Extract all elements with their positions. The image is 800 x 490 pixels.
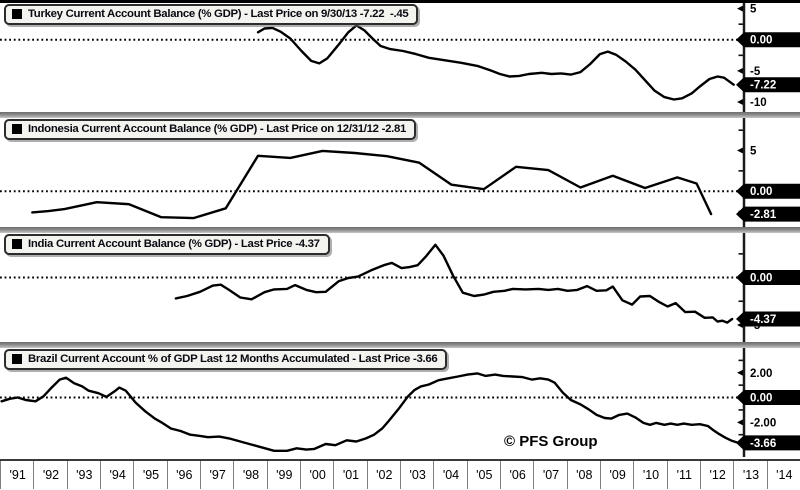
year-label: '03: [400, 461, 434, 489]
tick-arrow-icon: [737, 67, 744, 75]
year-label: '99: [266, 461, 301, 489]
y-tick-label: -2.00: [750, 417, 776, 429]
panel-separator: [0, 112, 800, 118]
year-label: '00: [300, 461, 334, 489]
legend-series-swatch-icon: [12, 239, 22, 249]
legend-series-swatch-icon: [12, 9, 22, 19]
year-label: '05: [466, 461, 501, 489]
legend-label: Indonesia Current Account Balance (% GDP…: [28, 123, 407, 135]
series-line: [174, 243, 734, 324]
price-badge-label: -3.66: [750, 438, 776, 450]
x-axis: '91'92'93'94'95'96'97'98'99'00'01'02'03 '…: [0, 459, 800, 490]
watermark: © PFS Group: [504, 433, 598, 450]
price-badge: [736, 183, 800, 199]
price-badge: [736, 77, 800, 93]
legend-label: Turkey Current Account Balance (% GDP) -…: [28, 8, 409, 20]
y-tick-label: 5: [750, 4, 757, 16]
legend: Brazil Current Account % of GDP Last 12 …: [4, 349, 448, 370]
price-badge-label: -2.81: [750, 209, 777, 221]
legend-label: India Current Account Balance (% GDP) - …: [28, 238, 320, 250]
price-badge-label: 0.00: [750, 186, 772, 198]
series-line: [31, 149, 713, 220]
legend: India Current Account Balance (% GDP) - …: [4, 234, 330, 255]
year-label: '01: [333, 461, 367, 489]
year-label: '95: [133, 461, 167, 489]
tick-arrow-icon: [737, 98, 744, 106]
tick-arrow-icon: [737, 369, 744, 377]
panel-separator: [0, 342, 800, 348]
y-tick-label: 5: [750, 146, 757, 158]
price-badge-label: -7.22: [750, 80, 776, 92]
panel-indonesia: 5 0.00 -2.81 Indonesia Current Account Bala…: [0, 118, 800, 227]
year-label: '96: [166, 461, 201, 489]
year-label: '13: [733, 461, 767, 489]
price-badge-label: 0.00: [750, 393, 772, 405]
legend-series-swatch-icon: [12, 354, 22, 364]
price-badge-label: 0.00: [750, 35, 772, 47]
year-label: '10: [633, 461, 667, 489]
series-line: [256, 24, 735, 101]
legend-label: Brazil Current Account % of GDP Last 12 …: [28, 353, 438, 365]
panel-turkey: 5 -5 -10 0.00 -7.22 Turkey Current Account Ba…: [0, 3, 800, 112]
year-label: '93: [66, 461, 101, 489]
legend: Indonesia Current Account Balance (% GDP…: [4, 119, 417, 140]
price-badge: [736, 390, 800, 406]
year-label: '12: [700, 461, 734, 489]
year-label: '14: [766, 461, 800, 489]
price-badge: [736, 32, 800, 48]
price-badge-label: 0.00: [750, 273, 772, 285]
panel-separator: [0, 227, 800, 233]
y-tick-label: -5: [750, 66, 761, 78]
y-tick-label: -10: [750, 97, 767, 109]
price-badge: [736, 206, 800, 222]
legend-series-swatch-icon: [12, 124, 22, 134]
year-label: '98: [233, 461, 267, 489]
price-badge-label: -4.37: [750, 314, 776, 326]
tick-arrow-icon: [737, 147, 744, 155]
tick-arrow-icon: [737, 418, 744, 426]
y-tick-label: 2.00: [750, 368, 772, 380]
panel-plot: 5 -5 -10 0.00 -7.22: [0, 3, 800, 112]
price-badge: [736, 270, 800, 286]
year-label: '11: [666, 461, 701, 489]
year-label: '94: [100, 461, 134, 489]
year-label: '07: [533, 461, 567, 489]
year-label: '91: [0, 461, 34, 489]
year-label: '09: [600, 461, 634, 489]
price-badge: [736, 311, 800, 327]
panel-plot: 2.00 -2.00 0.00 -3.66: [0, 348, 800, 457]
panel-plot: -50.00-4.37: [0, 233, 800, 342]
year-label: '92: [33, 461, 67, 489]
year-label: '97: [200, 461, 234, 489]
year-label: '06: [500, 461, 534, 489]
series-line: [0, 372, 742, 453]
panel-brazil: 2.00 -2.00 0.00 -3.66 Brazil Current Account…: [0, 348, 800, 457]
chart-top-border: [0, 0, 800, 3]
year-label: '08: [566, 461, 601, 489]
panel-plot: 5 0.00 -2.81: [0, 118, 800, 227]
legend: Turkey Current Account Balance (% GDP) -…: [4, 4, 419, 25]
tick-arrow-icon: [737, 5, 744, 13]
price-badge: [736, 435, 800, 451]
year-label: '04: [433, 461, 467, 489]
year-label: '02: [366, 461, 401, 489]
